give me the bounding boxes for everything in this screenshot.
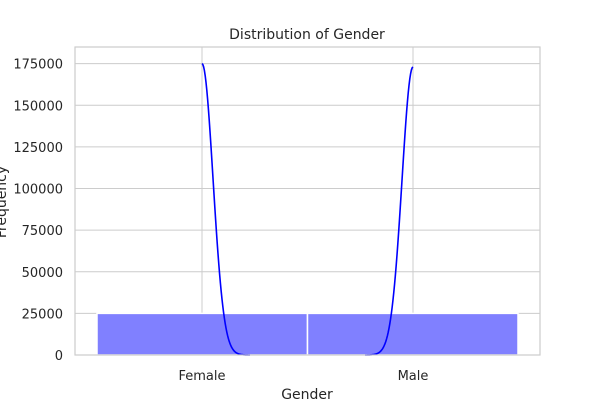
- y-axis-label: Frequency: [0, 166, 10, 238]
- chart-title: Distribution of Gender: [229, 27, 385, 43]
- bar-male: [306, 312, 519, 356]
- kde-curves: [201, 63, 414, 356]
- plot-frame: [74, 46, 541, 356]
- y-tick-label: 150000: [13, 99, 63, 114]
- kde-curve-female: [201, 63, 250, 356]
- y-tick-label: 50000: [22, 266, 63, 281]
- grid-lines: [75, 47, 540, 356]
- x-tick-label: Male: [398, 369, 429, 384]
- kde-curve-male: [365, 66, 414, 356]
- y-tick-label: 175000: [13, 58, 63, 73]
- y-tick-label: 25000: [22, 307, 63, 322]
- x-tick-label: Female: [178, 369, 225, 384]
- bar-female: [96, 312, 309, 356]
- y-tick-label: 75000: [22, 224, 63, 239]
- y-tick-label: 0: [55, 349, 63, 364]
- y-tick-labels: 0 25000 50000 75000 100000 125000 150000 175000: [13, 58, 63, 364]
- bars: [96, 312, 519, 356]
- x-axis-label: Gender: [281, 387, 333, 400]
- x-tick-labels: Female Male: [178, 369, 428, 384]
- y-tick-label: 100000: [13, 183, 63, 198]
- y-tick-label: 125000: [13, 141, 63, 156]
